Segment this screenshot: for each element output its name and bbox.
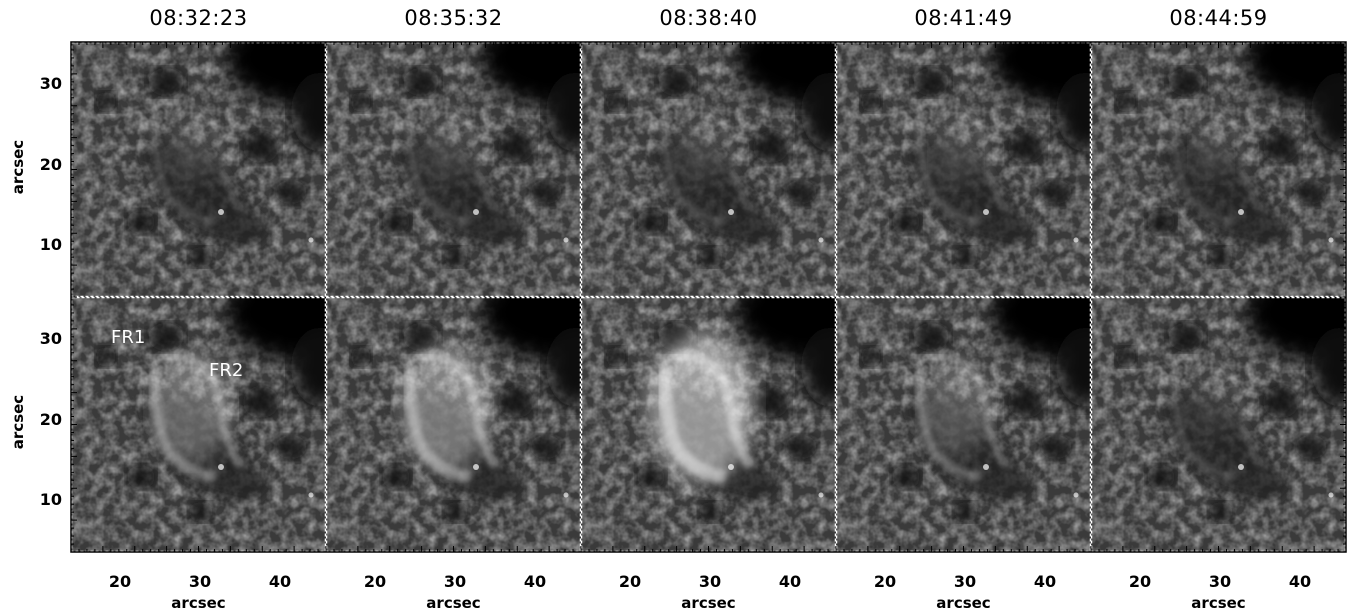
x-tick-40-col1: 40 [268,572,292,591]
x-tick-20-col2: 20 [363,572,387,591]
x-tick-30-col3: 30 [698,572,722,591]
column-title-3: 08:38:40 [659,6,758,30]
solar-panel-r2-c1 [71,297,326,552]
solar-panel-r2-c5 [1091,297,1346,552]
axes-frame [70,41,1347,553]
x-tick-20-col3: 20 [618,572,642,591]
x-axis-label-col3: arcsec [681,594,736,612]
x-axis-label-col4: arcsec [936,594,991,612]
solar-panel-r1-c3 [581,42,836,297]
x-tick-30-col5: 30 [1208,572,1232,591]
x-tick-30-col4: 30 [953,572,977,591]
y-tick-10-bottom: 10 [39,490,62,509]
solar-panel-r2-c4 [836,297,1091,552]
solar-panel-r1-c4 [836,42,1091,297]
y-tick-20-bottom: 20 [39,410,62,429]
column-title-4: 08:41:49 [914,6,1013,30]
y-tick-30-top: 30 [39,74,62,93]
column-title-5: 08:44:59 [1169,6,1268,30]
solar-panel-r1-c1 [71,42,326,297]
x-axis-label-col2: arcsec [426,594,481,612]
solar-panel-r2-c3 [581,297,836,552]
x-tick-40-col3: 40 [778,572,802,591]
fr2-label: FR2 [209,360,243,381]
x-tick-20-col5: 20 [1128,572,1152,591]
y-tick-10-top: 10 [39,235,62,254]
solar-panel-r1-c2 [326,42,581,297]
x-axis-label-col1: arcsec [171,594,226,612]
fr1-label: FR1 [111,327,145,348]
x-tick-20-col4: 20 [873,572,897,591]
solar-panel-r1-c5 [1091,42,1346,297]
x-tick-20-col1: 20 [108,572,132,591]
x-tick-40-col4: 40 [1033,572,1057,591]
solar-panel-r2-c2 [326,297,581,552]
column-title-1: 08:32:23 [149,6,248,30]
x-tick-40-col2: 40 [523,572,547,591]
column-title-2: 08:35:32 [404,6,503,30]
x-axis-label-col5: arcsec [1191,594,1246,612]
x-tick-30-col2: 30 [443,572,467,591]
y-tick-30-bottom: 30 [39,329,62,348]
y-tick-20-top: 20 [39,155,62,174]
x-tick-40-col5: 40 [1288,572,1312,591]
x-tick-30-col1: 30 [188,572,212,591]
